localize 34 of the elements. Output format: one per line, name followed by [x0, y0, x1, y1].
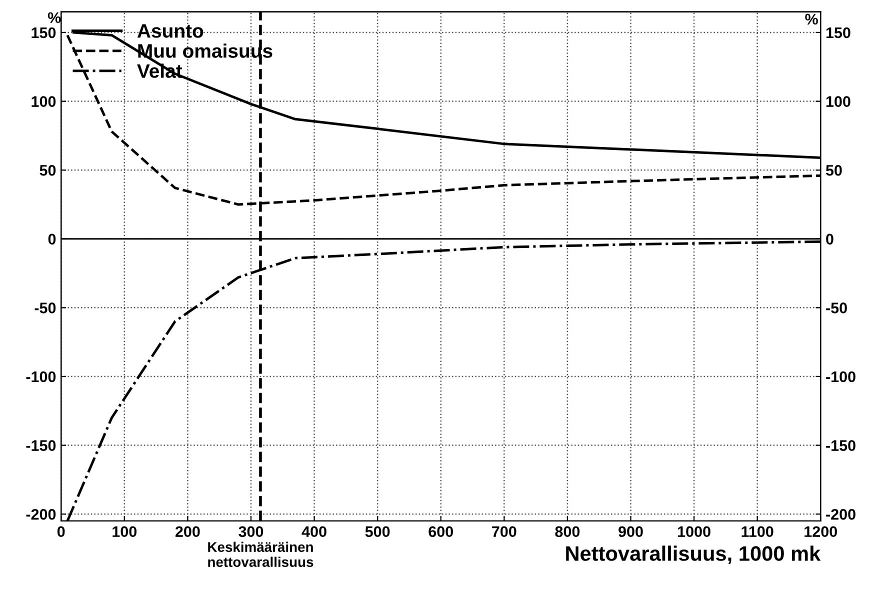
ref-line-label: Keskimääräinen nettovarallisuus — [208, 542, 314, 567]
y2-tick-label: -100 — [826, 371, 856, 382]
y2-tick-label: -50 — [826, 302, 847, 314]
y2-tick-label: 150 — [826, 27, 850, 38]
x-tick-label: 0 — [57, 526, 65, 538]
x-tick-label: 400 — [302, 526, 326, 538]
legend-label: Asunto — [137, 24, 204, 38]
y-tick-label: -100 — [26, 371, 56, 382]
x-tick-label: 1200 — [804, 526, 837, 538]
y2-tick-label: 50 — [826, 164, 842, 176]
x-tick-label: 700 — [492, 526, 516, 538]
x-tick-label: 900 — [618, 526, 643, 538]
y2-tick-label: 100 — [826, 96, 850, 107]
y-tick-label: -200 — [26, 508, 56, 520]
y-tick-label: -50 — [34, 302, 56, 314]
y-tick-label: 150 — [32, 27, 56, 38]
y-tick-label: -150 — [26, 440, 56, 451]
x-tick-label: 1000 — [678, 526, 710, 538]
x-tick-label: 1100 — [742, 526, 774, 538]
y-axis-title: % — [48, 12, 61, 24]
x-tick-label: 800 — [555, 526, 580, 538]
y2-tick-label: -150 — [826, 440, 856, 451]
y-tick-label: 100 — [32, 96, 56, 107]
x-axis-title: Nettovarallisuus, 1000 mk — [566, 546, 821, 564]
x-tick-label: 600 — [428, 526, 453, 538]
y-tick-label: 0 — [48, 234, 56, 245]
x-tick-label: 300 — [238, 526, 264, 538]
y-tick-label: 50 — [40, 164, 56, 176]
y2-tick-label: -200 — [826, 508, 856, 520]
y2-tick-label: 0 — [826, 234, 834, 245]
x-tick-label: 100 — [112, 526, 137, 538]
x-tick-label: 200 — [175, 526, 200, 538]
x-tick-label: 500 — [365, 526, 390, 538]
y2-axis-title: % — [805, 14, 818, 25]
